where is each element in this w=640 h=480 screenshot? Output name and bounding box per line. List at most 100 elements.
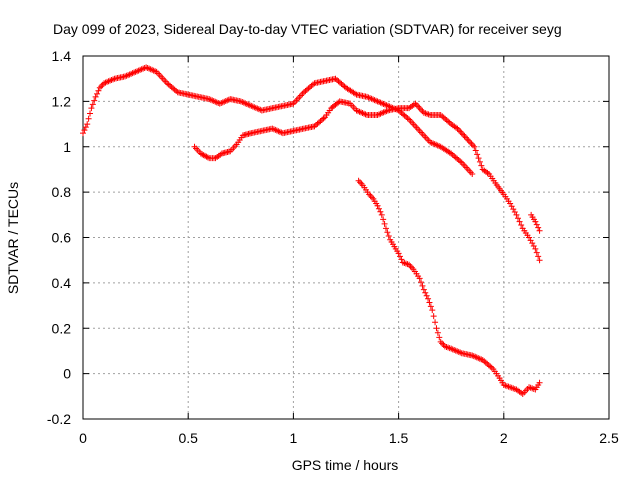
data-point [420,286,427,293]
data-point [478,162,485,169]
data-point [536,227,543,234]
data-point [374,202,381,209]
data-point [82,124,89,131]
data-point [422,289,429,296]
data-point [469,142,476,149]
data-point [535,253,542,260]
data-point [464,136,471,143]
gridlines [83,56,609,419]
data-point [465,137,472,144]
data-point [457,128,464,135]
data-point [375,205,382,212]
data-point [204,154,211,161]
data-point [474,151,481,158]
data-point [530,243,537,250]
data-point [439,340,446,347]
data-point [533,249,540,256]
data-point [535,224,542,231]
data-point [418,279,425,286]
data-point [516,218,523,225]
series-track-3 [355,177,543,398]
x-tick-label: 1.5 [389,430,409,446]
data-point [433,325,440,332]
data-point [529,385,536,392]
data-point [423,292,430,299]
data-point [455,127,462,134]
data-point [357,179,364,186]
data-point [380,216,387,223]
data-point [80,130,86,137]
data-point [508,203,515,210]
data-point [476,158,483,165]
y-tick-label: 0.6 [52,230,72,246]
data-point [468,140,475,147]
data-point [432,319,439,326]
data-point [368,194,375,201]
x-tick-label: 0 [79,430,87,446]
data-point [430,313,437,320]
y-tick-label: 0 [63,366,71,382]
y-tick-label: -0.2 [47,411,71,427]
data-point [385,232,392,239]
data-point [471,143,478,150]
data-point [434,329,441,336]
data-point [529,240,536,247]
y-tick-label: 1.2 [52,93,72,109]
data-point [94,90,101,97]
x-tick-label: 0.5 [178,430,198,446]
data-point [461,133,468,140]
series-track-2 [191,98,543,264]
data-point [96,84,103,91]
x-tick-label: 1 [290,430,298,446]
data-point [416,105,423,112]
data-point [377,208,384,215]
data-point [418,106,425,113]
data-point [475,155,482,162]
data-point [424,110,431,117]
y-axis-label: SDTVAR / TECUs [5,182,21,294]
series-track-4 [528,211,543,234]
data-point [381,220,388,227]
data-point [532,218,539,225]
y-tick-label: 0.4 [52,275,72,291]
data-point [536,257,543,264]
data-point [81,127,88,134]
series-track-1 [80,64,476,177]
data-point [98,83,105,90]
data-point [469,170,476,177]
data-point [84,121,91,128]
data-point [87,110,94,117]
data-point [515,215,522,222]
data-point [527,237,534,244]
data-point [88,105,95,112]
data-point [92,93,99,100]
data-point [85,115,92,122]
data-point [89,101,96,108]
data-point [397,253,404,260]
data-point [382,225,389,232]
data-point [378,211,385,218]
data-point [384,229,391,236]
data-point [533,221,540,228]
data-point [419,282,426,289]
data-point [536,379,543,386]
y-tick-label: 0.2 [52,320,72,336]
data-point [518,222,525,229]
data-point [429,307,436,314]
data-point [91,97,98,104]
data-point [398,256,405,263]
data-point [462,134,469,141]
x-axis-label: GPS time / hours [292,457,399,473]
data-point [408,264,415,271]
data-point [467,139,474,146]
data-point [458,130,465,137]
x-tick-label: 2 [500,430,508,446]
data-point [513,211,520,218]
data-point [395,250,402,257]
data-point [511,208,518,215]
data-point [427,303,434,310]
data-point [95,87,102,94]
data-point [510,206,517,213]
data-marks [80,64,543,398]
